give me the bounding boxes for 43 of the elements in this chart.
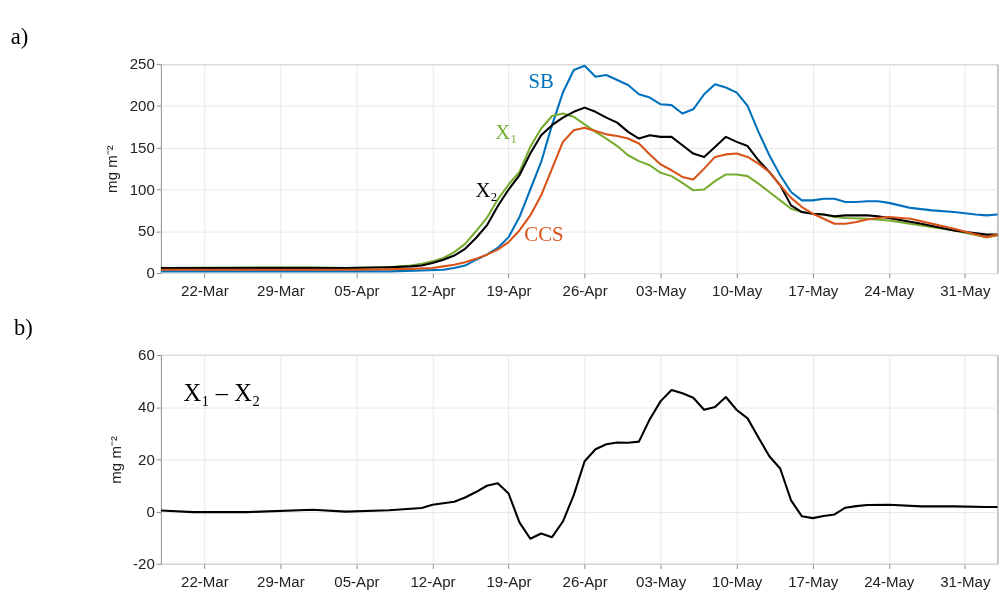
y-tick-label: 20 [138,450,155,468]
x-tick-label: 29-Mar [257,572,305,590]
x-tick-label: 31-May [940,282,991,300]
x-tick-label: 03-May [636,572,687,590]
y-tick-label: 50 [138,222,155,240]
x-tick-label: 22-Mar [181,572,229,590]
x-tick-label: 12-Apr [410,282,456,300]
y-tick-label: 200 [129,97,155,115]
y-tick-label: 250 [129,55,155,73]
x-tick-label: 24-May [864,572,915,590]
line-series [159,64,999,273]
chart-title: a) [10,24,29,50]
x-tick-label: 19-Apr [486,572,532,590]
y-tick-label: 0 [146,264,155,282]
x-tick-label: 03-May [636,282,687,300]
x-tick-label: 31-May [940,572,991,590]
y-tick-label: 0 [146,502,155,520]
x-tick-label: 17-May [788,572,839,590]
chart-title: b) [14,315,33,341]
x-tick-label: 19-Apr [486,282,532,300]
y-tick-label: 60 [138,346,155,364]
x-tick-label: 10-May [712,282,763,300]
y-axis-title: mg m⁻² [106,436,124,484]
x-tick-label: 24-May [864,282,915,300]
x-tick-label: 26-Apr [562,282,608,300]
series-label: X₁ [495,121,518,144]
x-tick-label: 26-Apr [562,572,608,590]
y-tick-label: 150 [129,138,155,156]
annotation: X₁ – X₂ [183,379,261,407]
x-tick-label: 22-Mar [181,282,229,300]
x-tick-label: 05-Apr [334,572,380,590]
y-tick-label: -20 [133,555,155,573]
x-tick-label: 17-May [788,282,839,300]
y-axis-title: mg m⁻² [103,145,121,193]
x-tick-label: 05-Apr [334,282,380,300]
y-tick-label: 40 [138,398,155,416]
series-label: CCS [524,223,564,246]
y-tick-label: 100 [129,180,155,198]
x-tick-label: 10-May [712,572,763,590]
x-tick-label: 29-Mar [257,282,305,300]
x-tick-label: 12-Apr [410,572,456,590]
series-label: SB [528,69,554,92]
series-label: X₂ [475,178,498,201]
